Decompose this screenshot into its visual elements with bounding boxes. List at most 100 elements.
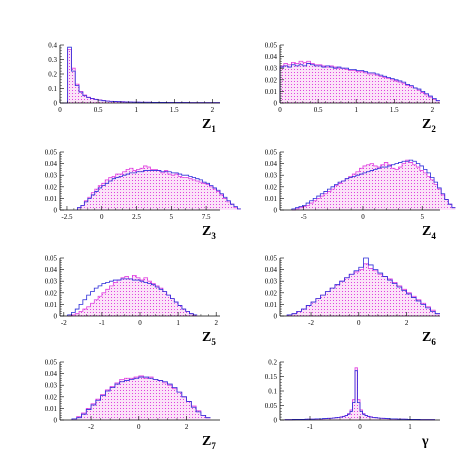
histogram-bar-magenta <box>166 295 171 316</box>
y-tick-label: 0.05 <box>265 42 278 50</box>
histogram-bar-magenta <box>124 276 129 316</box>
y-tick-label: 0.02 <box>265 289 278 297</box>
histogram-bar-magenta <box>309 203 314 210</box>
x-tick-label: 0 <box>138 319 142 327</box>
histogram-bar-magenta <box>220 194 224 210</box>
histogram-bar-magenta <box>298 207 303 210</box>
histogram-bar-magenta <box>380 418 383 420</box>
histogram-bar-magenta <box>327 191 331 210</box>
histogram-bar-magenta <box>177 392 182 420</box>
histogram-bar-magenta <box>330 288 335 316</box>
y-tick-label: 0.1 <box>268 388 277 396</box>
histogram-bar-magenta <box>91 192 95 210</box>
histogram-bar-magenta <box>132 102 137 103</box>
y-tick-label: 0.01 <box>45 405 58 413</box>
histogram-outline-magenta <box>291 159 456 211</box>
histogram-bar-magenta <box>195 181 200 210</box>
histogram-bar-magenta <box>71 68 76 103</box>
histogram-bar-magenta <box>382 77 387 103</box>
x-tick-label: 1 <box>408 423 412 431</box>
histogram-bar-magenta <box>157 380 163 420</box>
histogram-bar-magenta <box>373 270 378 316</box>
histogram-bar-magenta <box>405 160 410 210</box>
x-tick-label: 1 <box>134 106 138 114</box>
y-tick-label: 0.02 <box>45 289 58 297</box>
histogram-bar-magenta <box>310 63 315 103</box>
histogram-bar-magenta <box>128 278 133 316</box>
histogram-bar-magenta <box>151 283 156 316</box>
histogram-bar-magenta <box>170 298 175 316</box>
histogram-bar-magenta <box>363 263 369 316</box>
histogram-bar-magenta <box>359 168 363 210</box>
histogram-bar-magenta <box>81 413 87 420</box>
histogram-bar-magenta <box>330 189 335 210</box>
variable-symbol: Z <box>202 224 211 239</box>
histogram-outline-blue <box>284 370 435 421</box>
histogram-bar-magenta <box>354 271 359 316</box>
x-tick-label: -2.5 <box>61 213 73 221</box>
histogram-bar-magenta <box>122 171 127 210</box>
histogram-panel-2: 00.010.020.030.040.050 0.5 1 1.5 2Z2 <box>265 42 440 134</box>
histogram-bar-magenta <box>344 69 349 103</box>
histogram-bar-magenta <box>360 71 364 103</box>
histogram-bar-magenta <box>94 189 99 210</box>
histogram-bar-magenta <box>362 165 367 210</box>
histogram-bar-magenta <box>119 379 125 420</box>
histogram-bar-magenta <box>398 167 403 210</box>
x-tick-label: 2 <box>405 319 409 327</box>
histogram-bar-magenta <box>148 377 154 420</box>
histogram-bar-magenta <box>146 167 151 210</box>
y-tick-label: 0 <box>274 417 278 425</box>
y-tick-label: 0.01 <box>45 301 58 309</box>
histogram-bar-magenta <box>181 177 186 210</box>
x-tick-label: 2 <box>185 423 189 431</box>
histogram-bar-magenta <box>287 64 292 103</box>
y-tick-label: 0.02 <box>265 76 278 84</box>
histogram-bar-magenta <box>384 162 388 210</box>
histogram-bar-magenta <box>147 281 152 316</box>
histogram-bar-magenta <box>138 375 144 420</box>
histogram-bar-magenta <box>365 415 368 420</box>
y-tick-label: 0.03 <box>265 65 278 73</box>
y-tick-label: 0.03 <box>45 172 58 180</box>
y-tick-label: 0.03 <box>265 172 278 180</box>
histogram-bar-magenta <box>192 179 196 210</box>
variable-subscript: 6 <box>431 337 436 347</box>
histogram-bar-magenta <box>379 76 383 103</box>
histogram-bar-magenta <box>405 85 410 103</box>
histogram-bar-magenta <box>205 417 211 420</box>
histogram-bar-magenta <box>366 164 371 210</box>
histogram-bar-magenta <box>313 200 317 210</box>
histogram-bar-magenta <box>314 64 319 103</box>
histogram-bar-magenta <box>333 67 338 103</box>
histogram-bar-magenta <box>128 101 133 103</box>
histogram-outline-blue <box>60 46 220 104</box>
histogram-bar-magenta <box>200 415 206 420</box>
histogram-bar-magenta <box>112 176 116 210</box>
histogram-bar-magenta <box>230 204 234 210</box>
histogram-bar-magenta <box>98 296 102 316</box>
histogram-bar-magenta <box>425 306 431 316</box>
y-tick-label: 0.3 <box>48 56 57 64</box>
histogram-bar-magenta <box>325 67 330 103</box>
histogram-bar-magenta <box>155 285 160 316</box>
histogram-bar-magenta <box>193 314 198 316</box>
variable-symbol: Z <box>202 330 211 345</box>
y-tick-label: 0.04 <box>265 53 278 61</box>
histogram-bar-magenta <box>350 409 353 420</box>
histogram-bar-magenta <box>113 101 118 103</box>
histogram-bar-magenta <box>397 419 400 420</box>
histogram-bar-magenta <box>320 295 326 316</box>
x-tick-label: 1.5 <box>170 106 179 114</box>
histogram-bar-magenta <box>423 172 427 210</box>
histogram-bar-magenta <box>181 309 186 316</box>
histogram-bar-magenta <box>233 207 238 210</box>
y-tick-label: 0 <box>54 313 58 321</box>
variable-subscript: 7 <box>211 441 216 451</box>
histogram-bar-magenta <box>153 169 158 210</box>
histogram-bar-magenta <box>377 417 380 420</box>
histogram-bar-magenta <box>136 169 140 210</box>
histogram-bar-magenta <box>167 174 172 210</box>
histogram-bar-magenta <box>315 419 318 420</box>
histogram-bar-magenta <box>82 95 87 103</box>
